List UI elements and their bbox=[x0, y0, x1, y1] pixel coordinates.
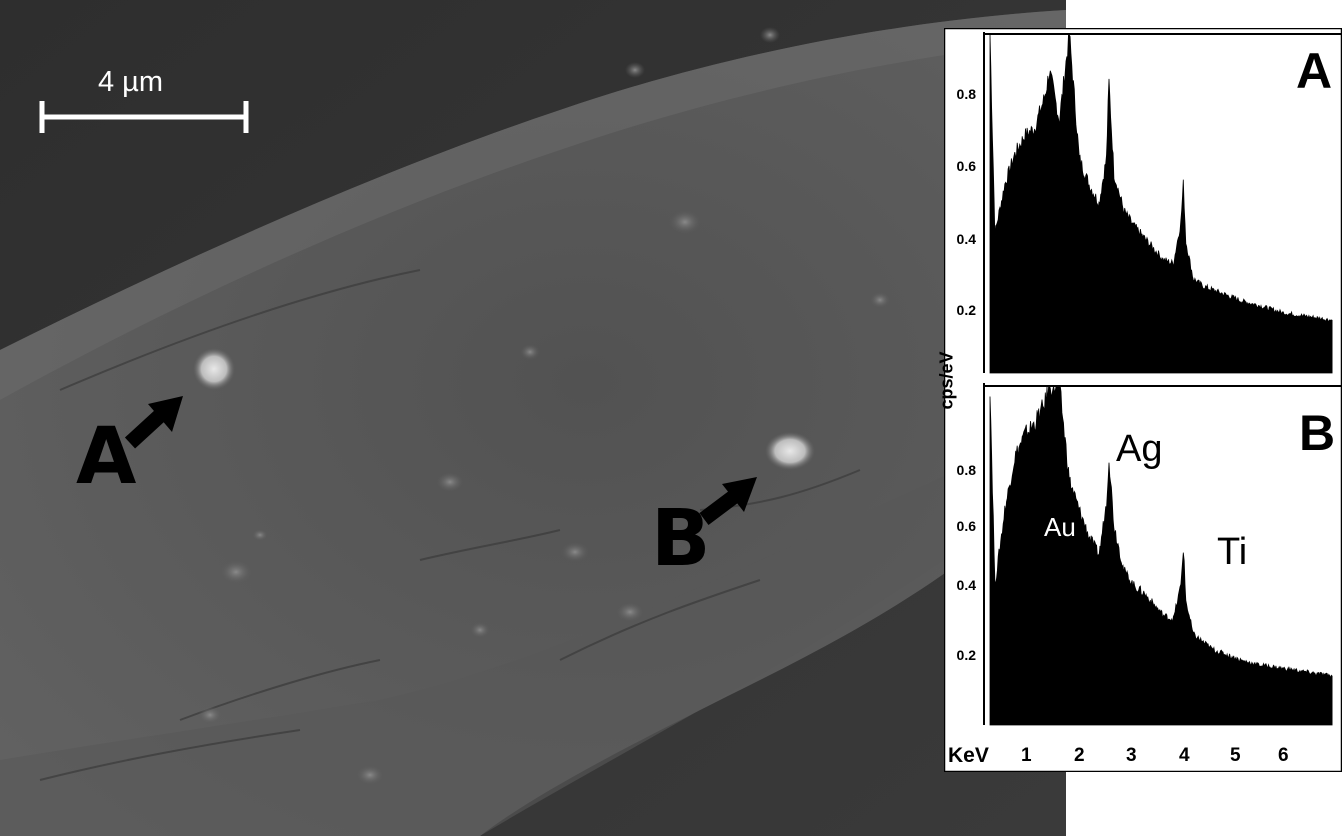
sem-micrograph: 4 µm A B bbox=[0, 0, 1066, 836]
arrow-a-icon bbox=[124, 396, 183, 449]
arrow-b-icon bbox=[699, 477, 757, 525]
background-particles bbox=[198, 27, 890, 785]
spectrum-a-area bbox=[989, 32, 1333, 374]
ytick-b-1: 0.4 bbox=[956, 577, 976, 593]
scale-bar-label: 4 µm bbox=[98, 66, 164, 98]
xtick-2: 2 bbox=[1074, 745, 1085, 766]
ytick-a-2: 0.6 bbox=[956, 158, 976, 174]
peak-label-au: Au bbox=[1044, 512, 1076, 542]
point-a-label: A bbox=[76, 412, 137, 502]
ytick-a-3: 0.8 bbox=[956, 86, 976, 102]
x-axis-unit: KeV bbox=[948, 744, 989, 767]
xtick-6: 6 bbox=[1278, 745, 1289, 766]
ytick-b-3: 0.8 bbox=[956, 462, 976, 478]
sem-image-graphic bbox=[0, 0, 1066, 836]
peak-label-ag: Ag bbox=[1116, 428, 1163, 470]
particle-b bbox=[765, 432, 815, 470]
panel-b-label: B bbox=[1299, 405, 1336, 461]
ytick-b-0: 0.2 bbox=[956, 647, 976, 663]
ytick-a-0: 0.2 bbox=[956, 302, 976, 318]
xtick-4: 4 bbox=[1179, 745, 1190, 766]
y-axis-unit: cps/eV bbox=[936, 351, 957, 410]
ytick-a-1: 0.4 bbox=[956, 231, 976, 247]
xtick-3: 3 bbox=[1126, 745, 1137, 766]
eds-spectra-panel: 0.2 0.4 0.6 0.8 0.2 0.4 0.6 0.8 cps/eV K… bbox=[937, 28, 1342, 772]
ytick-b-2: 0.6 bbox=[956, 518, 976, 534]
xtick-1: 1 bbox=[1021, 745, 1032, 766]
eds-spectra-chart bbox=[944, 28, 1342, 772]
particle-a bbox=[193, 348, 235, 390]
spectrum-b bbox=[989, 385, 1333, 726]
spectrum-b-area bbox=[989, 385, 1333, 726]
peak-label-ti: Ti bbox=[1217, 531, 1248, 573]
xtick-5: 5 bbox=[1230, 745, 1241, 766]
panel-a-label: A bbox=[1296, 43, 1333, 99]
spectrum-a bbox=[989, 32, 1333, 374]
scale-bar bbox=[39, 101, 249, 133]
point-b-label: B bbox=[651, 494, 711, 584]
